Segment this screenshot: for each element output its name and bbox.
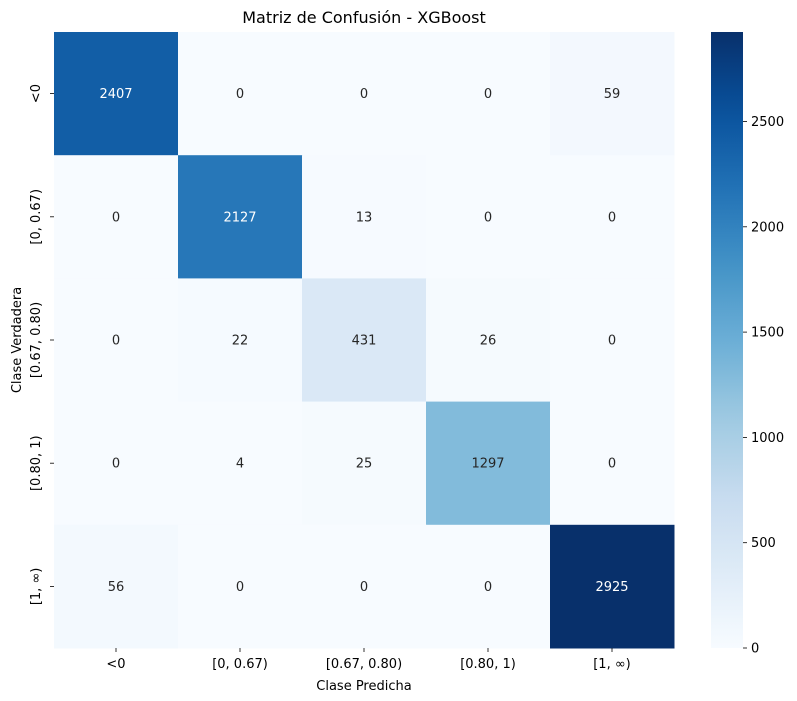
heatmap-cell — [54, 32, 179, 156]
cell-value-label: 4 — [236, 457, 244, 472]
heatmap-cell — [426, 278, 551, 403]
colorbar-ticks: 0 500 1000 1500 2000 2500 — [743, 115, 784, 657]
colorbar — [711, 32, 743, 648]
y-tick-label: <0 — [29, 84, 44, 103]
heatmap-cell — [178, 524, 303, 649]
cell-value-label: 0 — [608, 457, 616, 472]
cell-value-label: 26 — [480, 334, 497, 349]
x-tick-label: [1, ∞) — [593, 657, 631, 672]
cell-value-label: 0 — [112, 334, 120, 349]
cell-value-label: 0 — [608, 210, 616, 225]
cell-value-label: 2407 — [99, 87, 132, 102]
y-tick-label: [0.80, 1) — [29, 435, 44, 491]
cell-value-label: 25 — [356, 457, 373, 472]
cell-value-label: 0 — [484, 580, 492, 595]
colorbar-tick-label: 2000 — [751, 220, 784, 235]
x-axis-label: Clase Predicha — [316, 679, 411, 694]
heatmap-cell — [54, 278, 179, 403]
cell-value-label: 59 — [604, 87, 621, 102]
cell-value-label: 0 — [484, 210, 492, 225]
x-tick-label: [0, 0.67) — [212, 657, 268, 672]
chart-title: Matriz de Confusión - XGBoost — [242, 8, 486, 27]
colorbar-tick-label: 1000 — [751, 431, 784, 446]
heatmap-cell — [302, 155, 427, 279]
colorbar-tick-label: 500 — [751, 536, 776, 551]
heatmap-cell — [426, 155, 551, 279]
cell-value-label: 0 — [608, 334, 616, 349]
cell-value-label: 0 — [236, 87, 244, 102]
x-axis: <0 [0, 0.67) [0.67, 0.80) [0.80, 1) [1, ∞) — [106, 648, 631, 672]
heatmap-cell — [426, 401, 551, 526]
cell-value-label: 0 — [112, 457, 120, 472]
heatmap-cell — [178, 278, 303, 403]
heatmap-cell — [54, 524, 179, 649]
heatmap-cell — [302, 401, 427, 526]
cell-value-label: 0 — [360, 580, 368, 595]
x-tick-label: [0.67, 0.80) — [326, 657, 402, 672]
heatmap-cell — [550, 155, 675, 279]
y-tick-label: [1, ∞) — [29, 568, 44, 606]
heatmap-cell — [550, 278, 675, 403]
cell-value-labels: 2407 0 0 0 59 0 2127 13 0 0 0 22 431 26 0 0 4 25 1297 0 56 0 0… — [99, 87, 628, 595]
heatmap-cell — [550, 524, 675, 649]
cell-value-label: 1297 — [471, 457, 504, 472]
heatmap-cell — [302, 32, 427, 156]
cell-value-label: 0 — [236, 580, 244, 595]
heatmap-cell — [54, 401, 179, 526]
y-tick-label: [0, 0.67) — [29, 189, 44, 245]
y-axis: <0 [0, 0.67) [0.67, 0.80) [0.80, 1) [1, ∞) — [29, 84, 54, 605]
cell-value-label: 22 — [232, 334, 249, 349]
cell-value-label: 13 — [356, 210, 373, 225]
y-tick-label: [0.67, 0.80) — [29, 302, 44, 378]
colorbar-tick-label: 2500 — [751, 115, 784, 130]
cell-value-label: 431 — [352, 334, 377, 349]
heatmap-cell — [54, 155, 179, 279]
colorbar-tick-label: 0 — [751, 642, 759, 657]
x-tick-label: <0 — [106, 657, 125, 672]
heatmap-cells — [54, 32, 675, 649]
cell-value-label: 56 — [108, 580, 125, 595]
cell-value-label: 2127 — [223, 210, 256, 225]
heatmap-cell — [302, 524, 427, 649]
colorbar-tick-label: 1500 — [751, 326, 784, 341]
cell-value-label: 2925 — [595, 580, 628, 595]
x-tick-label: [0.80, 1) — [460, 657, 516, 672]
heatmap-cell — [178, 32, 303, 156]
heatmap-cell — [550, 401, 675, 526]
cell-value-label: 0 — [484, 87, 492, 102]
heatmap-cell — [550, 32, 675, 156]
y-axis-label: Clase Verdadera — [10, 287, 25, 393]
cell-value-label: 0 — [112, 210, 120, 225]
heatmap-cell — [426, 32, 551, 156]
heatmap-cell — [426, 524, 551, 649]
heatmap-cell — [178, 401, 303, 526]
cell-value-label: 0 — [360, 87, 368, 102]
heatmap-cell — [178, 155, 303, 279]
heatmap-cell — [302, 278, 427, 403]
